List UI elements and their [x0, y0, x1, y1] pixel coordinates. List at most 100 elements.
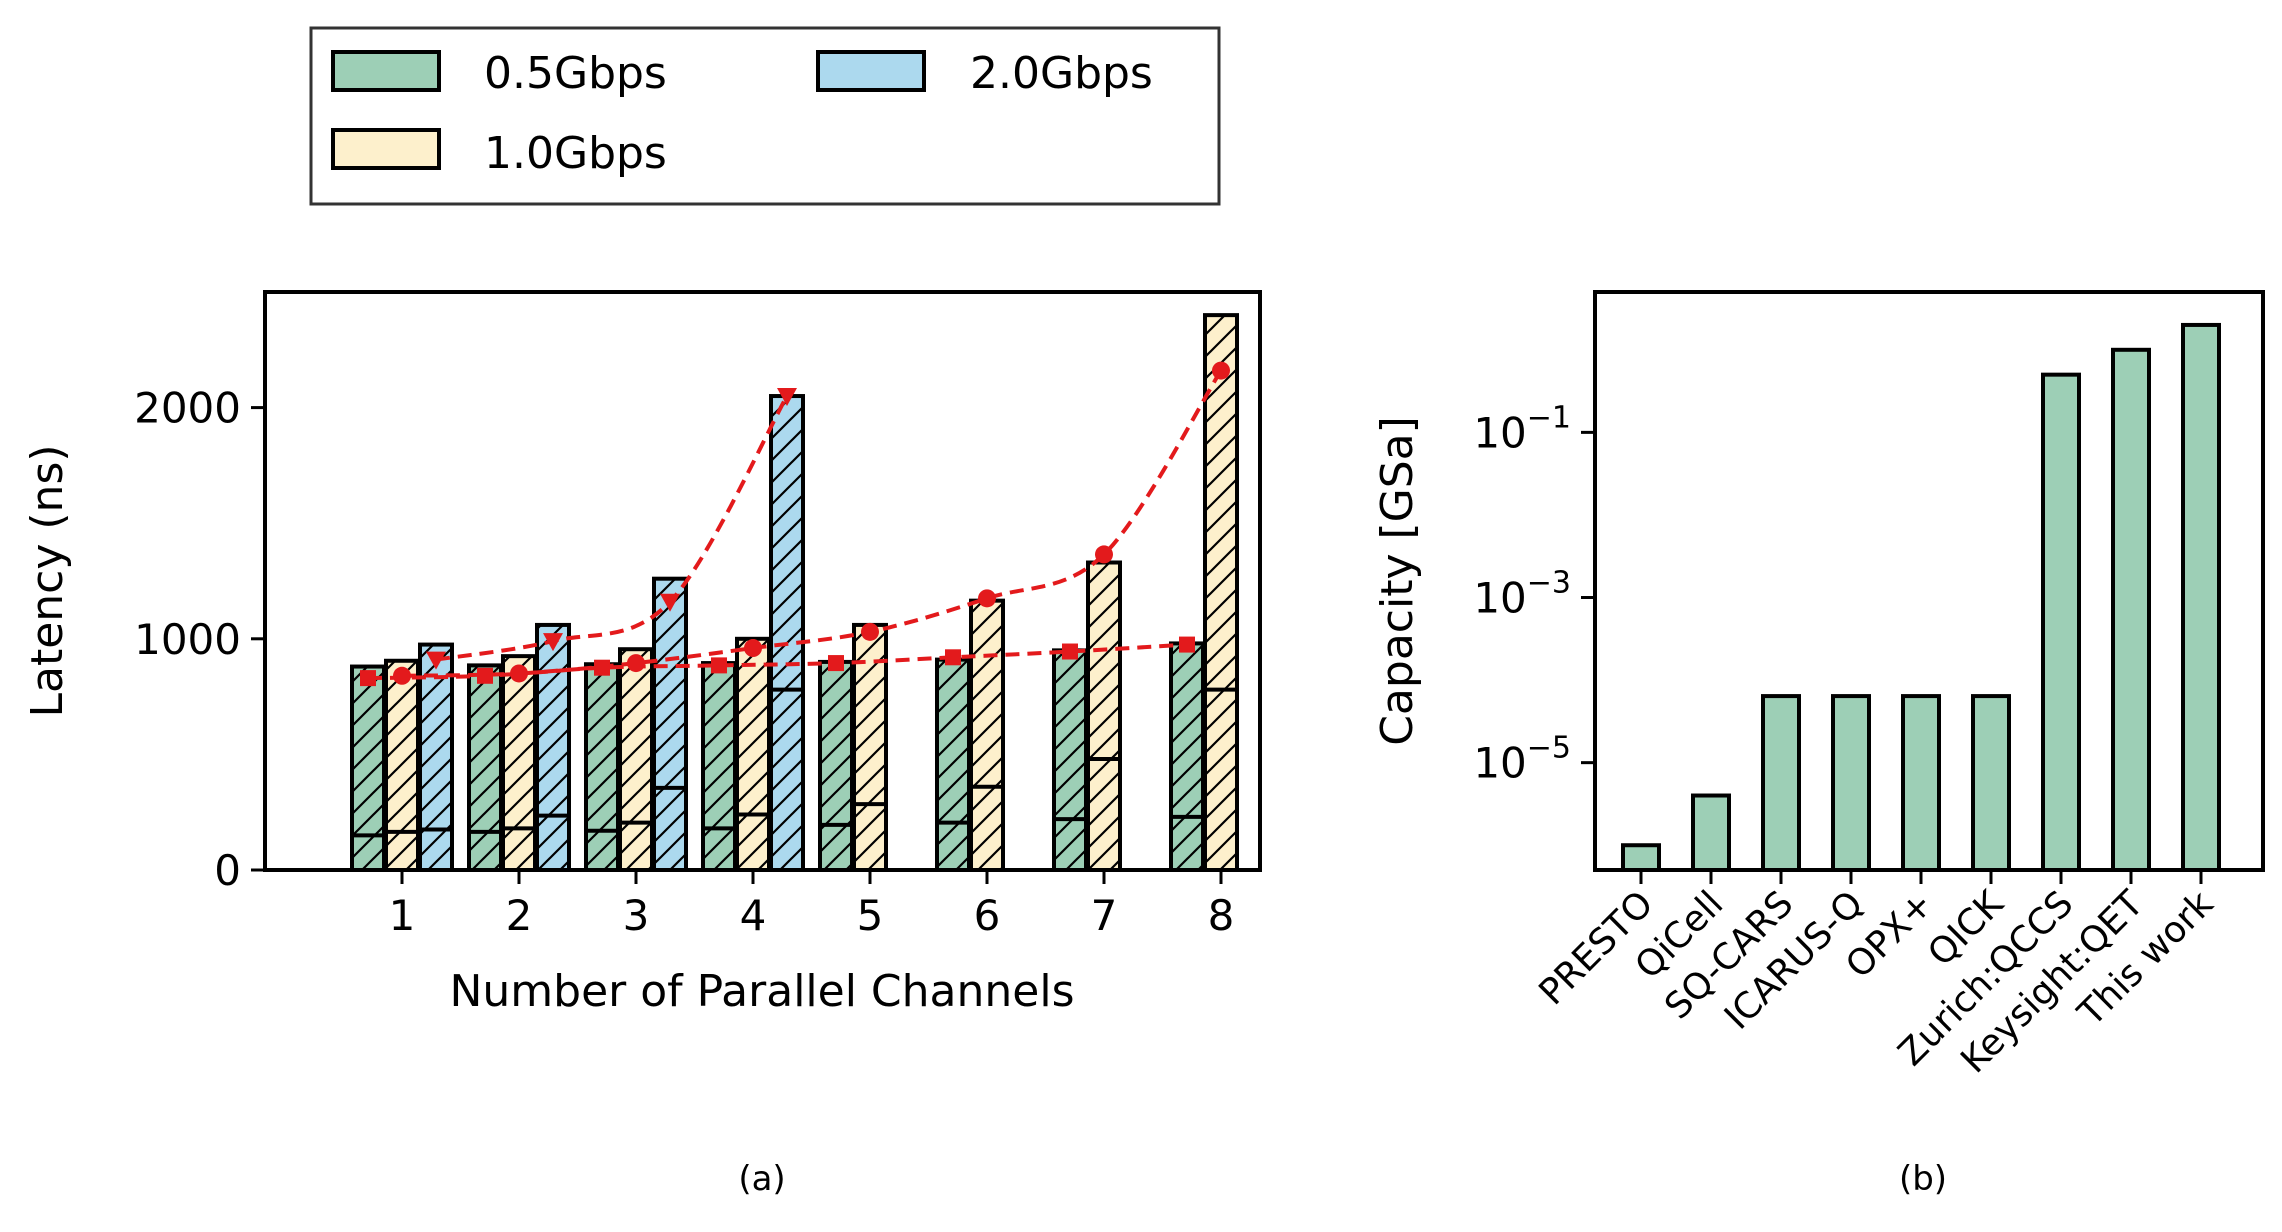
trend-path	[401, 369, 1223, 678]
bar-hatch	[418, 642, 454, 873]
chart-a-caption: (a)	[738, 1159, 785, 1199]
bar-a-2.0gbps-ch4	[769, 394, 805, 872]
trend-marker	[426, 651, 446, 670]
bar-hatch	[350, 664, 386, 872]
legend-frame	[309, 26, 1221, 206]
bar-hatch	[467, 663, 503, 872]
trend-marker	[978, 589, 996, 608]
bar-a-2.0gbps-ch2	[535, 622, 571, 872]
legend-label-0.5gbps: 0.5Gbps	[484, 48, 667, 99]
chart-b-x-ticks: PRESTOQiCellSQ-CARSICARUS-QOPX+QICKZuric…	[1531, 870, 2221, 1081]
trend-line-1.0gbps	[393, 361, 1230, 685]
chart-a: 0 1000 2000 1 2 3 4 5 6 7 8 Number of Parallel Ch…	[22, 290, 1262, 1199]
chart-a-frame	[263, 290, 1262, 872]
bar-a-0.5gbps-ch3	[584, 662, 620, 872]
xtick-label: 2	[506, 891, 533, 940]
ytick-label: 0	[214, 846, 241, 895]
bar-b-qick	[1971, 694, 2011, 873]
trend-marker	[543, 633, 563, 652]
chart-a-bars	[350, 313, 1239, 873]
bar-a-1.0gbps-ch4	[735, 636, 771, 872]
bar-a-1.0gbps-ch7	[1086, 560, 1122, 873]
bar-b-presto	[1621, 843, 1661, 873]
bar-a-1.0gbps-ch2	[501, 654, 537, 873]
bar-b-zurich-qccs	[2041, 372, 2081, 872]
chart-b-bars	[1621, 322, 2221, 873]
chart-a-ylabel: Latency (ns)	[22, 444, 73, 717]
bar-a-0.5gbps-ch1	[350, 664, 386, 872]
trend-marker	[744, 639, 762, 658]
bar-a-2.0gbps-ch3	[652, 576, 688, 872]
bar-a-0.5gbps-ch6	[935, 657, 971, 872]
ytick-label: 10−5	[1473, 731, 1571, 788]
chart-b-ylabel: Capacity [GSa]	[1372, 416, 1423, 746]
legend-swatch-2.0gbps	[816, 50, 926, 92]
legend-swatch-1.0gbps	[331, 128, 441, 170]
trend-line-0.5gbps	[360, 636, 1195, 687]
ytick-label: 10−3	[1473, 566, 1571, 623]
trend-path	[367, 642, 1188, 681]
bar-hatch	[969, 598, 1005, 872]
trend-marker	[627, 654, 645, 673]
bar-hatch	[501, 654, 537, 873]
legend: 0.5Gbps 1.0Gbps 2.0Gbps	[309, 26, 1221, 206]
trend-marker	[777, 388, 797, 407]
trend-marker	[660, 593, 680, 612]
bar-a-1.0gbps-ch3	[618, 647, 654, 872]
bar-hatch	[618, 647, 654, 872]
bar-hatch	[1203, 313, 1239, 872]
chart-b-y-ticks: 10−1 10−3 10−5	[1473, 400, 1595, 788]
legend-label-2.0gbps: 2.0Gbps	[970, 48, 1153, 99]
bar-hatch	[652, 576, 688, 872]
chart-a-y-ticks: 0 1000 2000	[134, 384, 265, 895]
bar-a-0.5gbps-ch4	[701, 661, 737, 872]
trend-marker	[510, 664, 528, 683]
bar-b-qicell	[1691, 793, 1731, 873]
bar-a-0.5gbps-ch7	[1052, 648, 1088, 872]
xtick-label: 6	[974, 891, 1001, 940]
bar-hatch	[384, 658, 420, 872]
xtick-label: 4	[740, 891, 767, 940]
chart-b-frame	[1593, 290, 2265, 872]
trend-marker	[360, 670, 376, 687]
trend-marker	[945, 649, 961, 666]
bar-b-sq-cars	[1761, 694, 1801, 873]
xtick-label: 3	[623, 891, 650, 940]
chart-a-x-ticks: 1 2 3 4 5 6 7 8	[389, 870, 1235, 940]
trend-path	[435, 395, 789, 662]
bar-hatch	[935, 657, 971, 872]
xtick-label: 7	[1091, 891, 1118, 940]
trend-marker	[711, 657, 727, 674]
bar-hatch	[769, 394, 805, 872]
bar-a-2.0gbps-ch1	[418, 642, 454, 873]
xtick-label: 8	[1208, 891, 1235, 940]
trend-marker	[1062, 643, 1078, 660]
chart-a-trend-lines	[360, 361, 1230, 687]
ytick-label: 2000	[134, 384, 241, 433]
bar-hatch	[735, 636, 771, 872]
bar-a-1.0gbps-ch8	[1203, 313, 1239, 872]
trend-marker	[1095, 545, 1113, 564]
bar-hatch	[1169, 641, 1205, 873]
bar-hatch	[818, 659, 854, 872]
bar-b-this-work	[2181, 322, 2221, 872]
chart-b-caption: (b)	[1899, 1159, 1947, 1199]
bar-hatch	[701, 661, 737, 872]
chart-a-xlabel: Number of Parallel Channels	[449, 966, 1074, 1017]
ytick-label: 10−1	[1473, 400, 1571, 457]
trend-marker	[1212, 361, 1230, 380]
bar-a-0.5gbps-ch2	[467, 663, 503, 872]
bar-hatch	[535, 622, 571, 872]
trend-marker	[393, 666, 411, 685]
bar-hatch	[584, 662, 620, 872]
trend-marker	[828, 655, 844, 672]
bar-b-opx-	[1901, 694, 1941, 873]
trend-marker	[477, 667, 493, 684]
trend-marker	[1179, 636, 1195, 653]
bar-a-0.5gbps-ch5	[818, 659, 854, 872]
trend-marker	[861, 622, 879, 641]
chart-b: 10−1 10−3 10−5 PRESTOQiCellSQ-CARSICARUS-Q…	[1372, 290, 2265, 1199]
bar-a-1.0gbps-ch1	[384, 658, 420, 872]
bar-hatch	[1052, 648, 1088, 872]
